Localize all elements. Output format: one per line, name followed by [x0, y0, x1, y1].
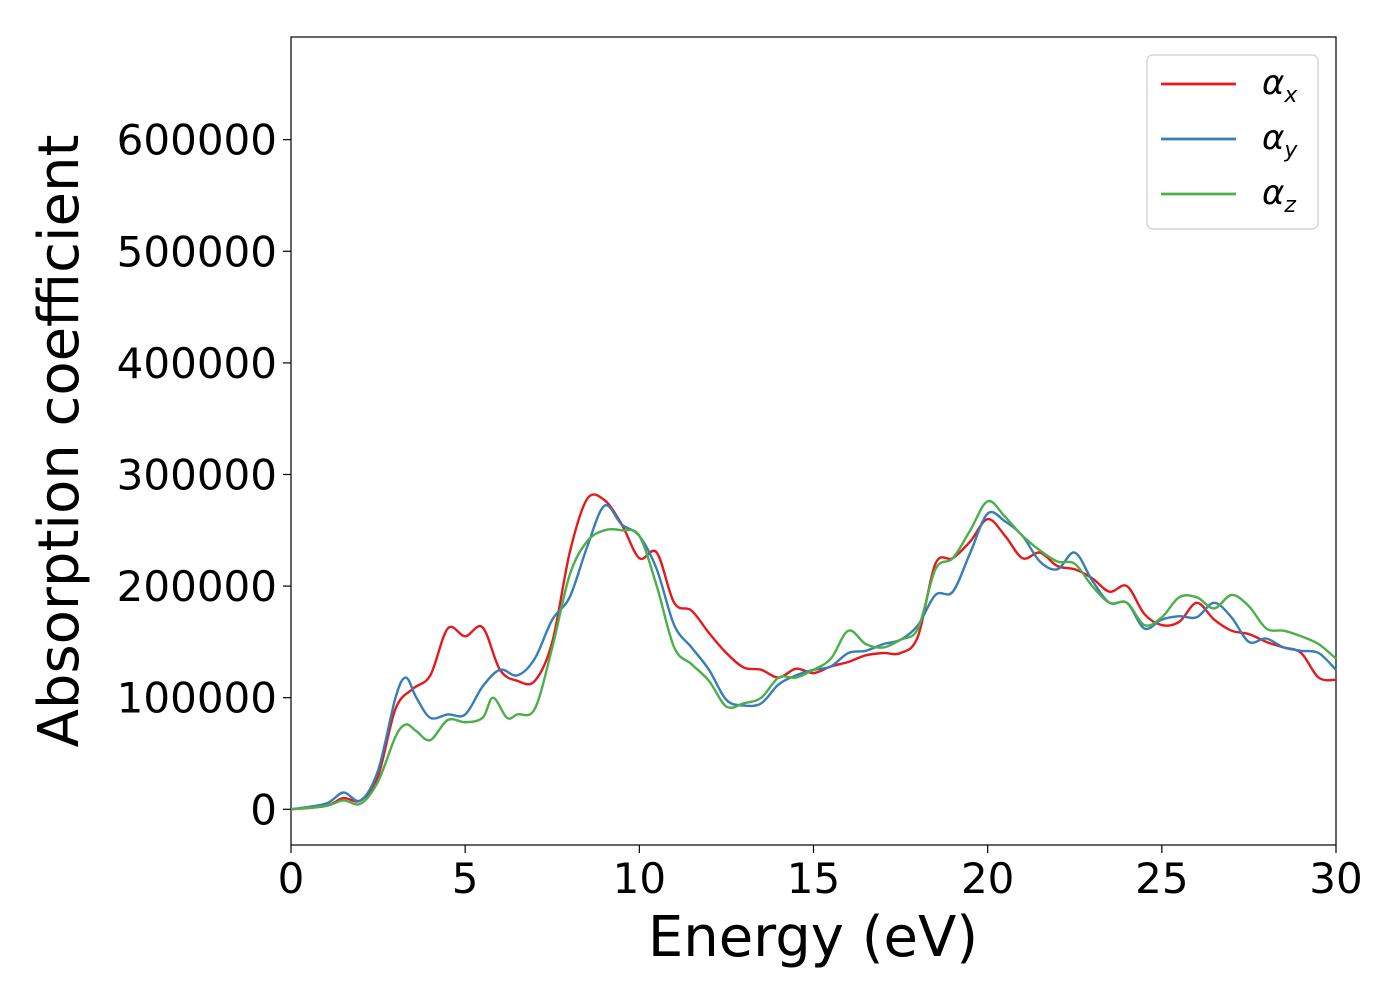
x-tick-label: 10: [613, 854, 666, 903]
legend-box: [1146, 54, 1319, 230]
y-tick-label: 200000: [117, 562, 277, 611]
series-line-z: [290, 499, 1337, 811]
legend-label-x: αx: [1262, 63, 1298, 108]
y-axis-title: Absorption coefficient: [27, 135, 92, 748]
series-layer: [290, 493, 1337, 811]
y-tick-label: 0: [250, 785, 277, 834]
x-tick-label: 30: [1309, 854, 1362, 903]
legend-label-z: αz: [1262, 173, 1296, 218]
legend-label-base: α: [1262, 63, 1284, 103]
y-tick-label: 300000: [117, 450, 277, 499]
y-axis: 0 100000 200000 300000 400000 500000 600000: [117, 116, 291, 834]
legend-label-subscript: z: [1283, 193, 1296, 218]
legend-label-subscript: y: [1283, 138, 1298, 163]
y-tick-label: 100000: [117, 674, 277, 723]
x-tick-label: 0: [278, 854, 305, 903]
y-tick-label: 600000: [117, 116, 277, 165]
legend-label-y: αy: [1262, 118, 1298, 163]
x-tick-label: 5: [452, 854, 479, 903]
x-tick-label: 20: [961, 854, 1014, 903]
legend-label-base: α: [1262, 118, 1284, 158]
legend-label-subscript: x: [1283, 83, 1298, 108]
series-line-x: [290, 493, 1337, 811]
legend-label-base: α: [1262, 173, 1284, 213]
x-axis-title: Energy (eV): [648, 905, 978, 970]
x-tick-label: 15: [787, 854, 840, 903]
x-tick-label: 25: [1135, 854, 1188, 903]
y-tick-label: 400000: [117, 339, 277, 388]
y-tick-label: 500000: [117, 227, 277, 276]
x-axis: 0 5 10 15 20 25 30: [278, 845, 1363, 903]
